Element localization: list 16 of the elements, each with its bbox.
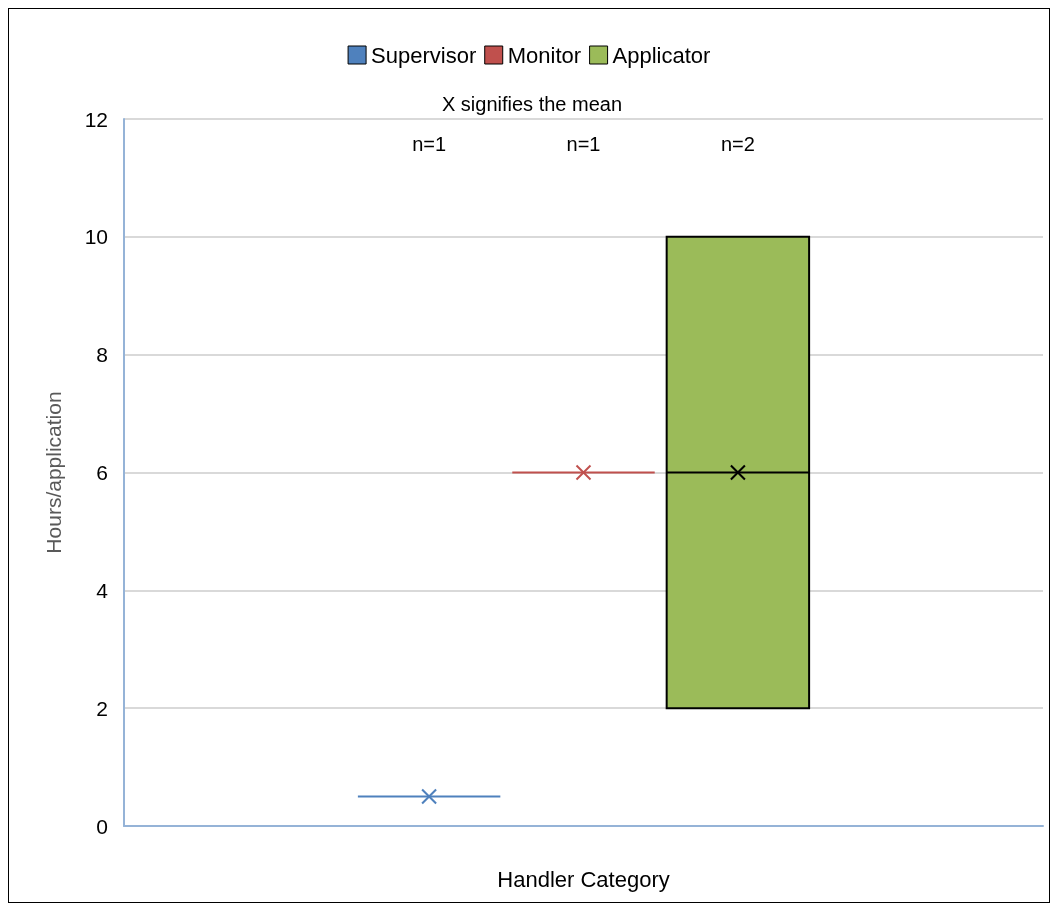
- annotation: n=1: [412, 133, 447, 155]
- y-tick-label: 12: [84, 107, 108, 131]
- x-axis-title: Handler Category: [497, 866, 670, 892]
- y-tick-label: 2: [96, 696, 108, 720]
- annotation: n=1: [566, 133, 601, 155]
- y-axis-title: Hours/application: [42, 391, 65, 554]
- legend-label: Monitor: [507, 42, 582, 68]
- y-tick-label: 6: [96, 461, 108, 484]
- legend-label: Supervisor: [371, 42, 477, 68]
- y-tick-label: 0: [96, 814, 108, 838]
- legend-label: Applicator: [612, 42, 711, 68]
- y-tick-label: 10: [84, 225, 108, 249]
- y-tick-label: 8: [96, 343, 108, 367]
- y-tick-label: 4: [96, 578, 109, 602]
- text: X signifies the mean: [441, 93, 623, 115]
- annotation: n=2: [720, 133, 755, 155]
